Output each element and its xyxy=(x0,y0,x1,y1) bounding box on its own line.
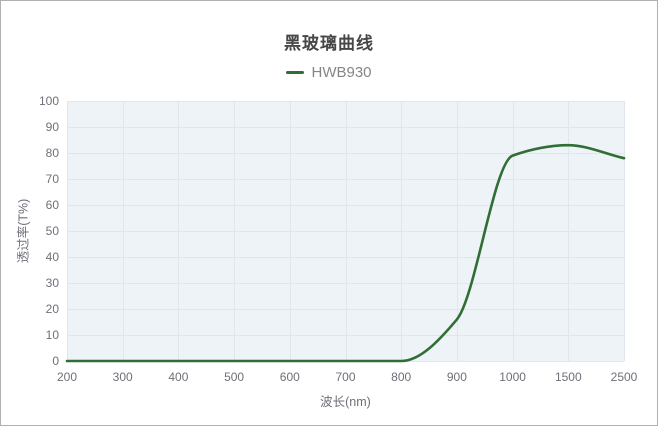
gridline-vertical xyxy=(289,101,291,361)
x-tick-label: 600 xyxy=(279,370,300,384)
y-axis-title: 透过率(T%) xyxy=(16,198,31,264)
x-tick-label: 800 xyxy=(391,370,412,384)
x-tick-label: 1500 xyxy=(554,370,582,384)
y-tick-label: 10 xyxy=(45,328,59,342)
gridline-vertical xyxy=(568,101,570,361)
legend-line-icon xyxy=(286,70,305,74)
y-tick-label: 60 xyxy=(45,198,59,212)
y-tick-label: 20 xyxy=(45,302,59,316)
y-tick-label: 30 xyxy=(45,276,59,290)
gridline-vertical xyxy=(234,101,236,361)
y-tick-label: 40 xyxy=(45,250,59,264)
gridline-vertical xyxy=(178,101,180,361)
gridline-vertical xyxy=(401,101,403,361)
gridline-vertical xyxy=(122,101,124,361)
y-tick-label: 90 xyxy=(45,120,59,134)
y-tick-label: 0 xyxy=(52,354,59,368)
x-tick-label: 400 xyxy=(168,370,189,384)
x-tick-label: 1000 xyxy=(499,370,526,384)
x-tick-label: 500 xyxy=(224,370,245,384)
gridline-horizontal xyxy=(67,361,624,362)
x-tick-label: 700 xyxy=(335,370,356,384)
gridline-vertical xyxy=(67,101,68,361)
y-tick-label: 100 xyxy=(38,94,59,108)
legend-label: HWB930 xyxy=(311,63,372,81)
y-tick-label: 50 xyxy=(45,224,59,238)
x-tick-label: 2500 xyxy=(610,370,638,384)
y-tick-label: 70 xyxy=(45,172,59,186)
legend-item-hwb930[interactable]: HWB930 xyxy=(1,63,657,81)
gridline-vertical xyxy=(345,101,347,361)
gridline-vertical xyxy=(512,101,514,361)
x-tick-label: 200 xyxy=(56,370,78,384)
chart-title: 黑玻璃曲线 xyxy=(284,34,374,53)
x-axis-title: 波长(nm) xyxy=(320,395,371,409)
x-tick-label: 300 xyxy=(112,370,133,384)
x-tick-label: 900 xyxy=(446,370,467,384)
gridline-vertical xyxy=(624,101,625,361)
y-tick-label: 80 xyxy=(45,146,59,160)
gridline-vertical xyxy=(456,101,458,361)
